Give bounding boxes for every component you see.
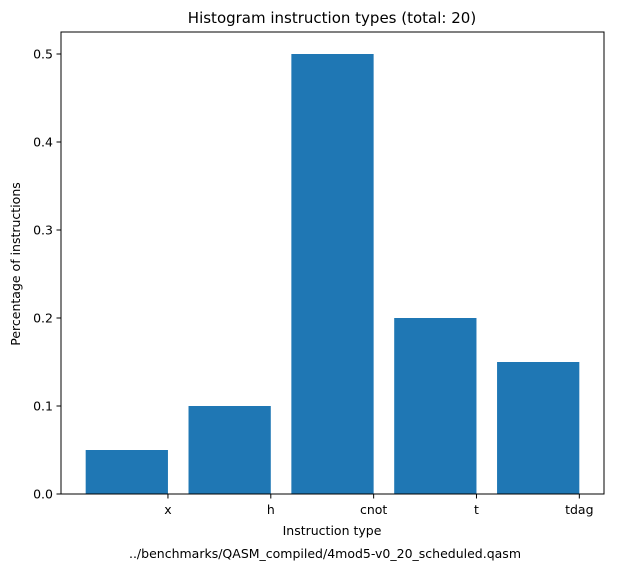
- y-tick-label: 0.0: [33, 487, 53, 502]
- x-tick-label-cnot: cnot: [360, 502, 387, 517]
- y-tick-label: 0.2: [33, 311, 53, 326]
- bar-h: [188, 406, 271, 494]
- chart-title: Histogram instruction types (total: 20): [188, 9, 476, 27]
- bars-group: [85, 54, 580, 494]
- x-axis-label: Instruction type: [283, 523, 382, 538]
- y-tick-label: 0.1: [33, 399, 53, 414]
- y-tick-label: 0.4: [33, 135, 53, 150]
- x-tick-label-tdag: tdag: [565, 502, 593, 517]
- bar-cnot: [291, 54, 374, 494]
- y-tick-label: 0.5: [33, 47, 53, 62]
- x-tick-label-x: x: [164, 502, 171, 517]
- y-axis-label: Percentage of instructions: [8, 182, 23, 346]
- plot-frame: [60, 31, 605, 495]
- y-tick-label: 0.3: [33, 223, 53, 238]
- x-tick-label-h: h: [267, 502, 275, 517]
- source-file-caption: ../benchmarks/QASM_compiled/4mod5-v0_20_…: [129, 546, 521, 561]
- y-axis-ticks: 0.0 0.1 0.2 0.3 0.4 0.5: [33, 47, 61, 502]
- x-tick-label-t: t: [474, 502, 479, 517]
- x-axis-ticks: x h cnot t tdag: [164, 494, 594, 517]
- bar-t: [394, 318, 477, 494]
- bar-x: [85, 450, 168, 494]
- bar-tdag: [497, 362, 580, 494]
